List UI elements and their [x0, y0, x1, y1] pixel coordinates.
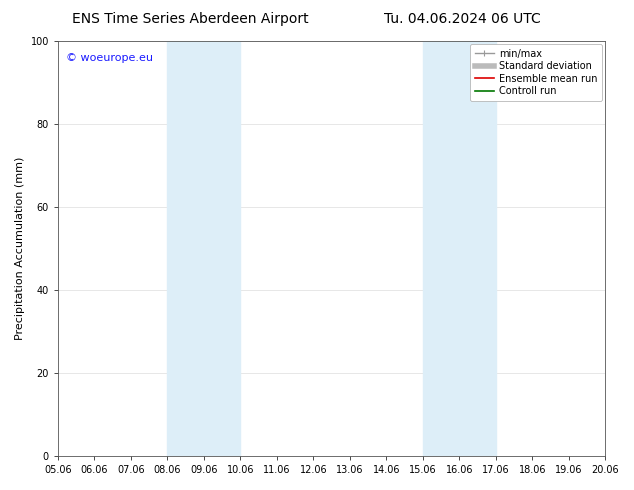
Text: © woeurope.eu: © woeurope.eu — [66, 53, 153, 64]
Bar — [423, 41, 496, 456]
Legend: min/max, Standard deviation, Ensemble mean run, Controll run: min/max, Standard deviation, Ensemble me… — [470, 44, 602, 101]
Text: Tu. 04.06.2024 06 UTC: Tu. 04.06.2024 06 UTC — [384, 12, 541, 26]
Text: ENS Time Series Aberdeen Airport: ENS Time Series Aberdeen Airport — [72, 12, 309, 26]
Y-axis label: Precipitation Accumulation (mm): Precipitation Accumulation (mm) — [15, 157, 25, 340]
Bar — [167, 41, 240, 456]
